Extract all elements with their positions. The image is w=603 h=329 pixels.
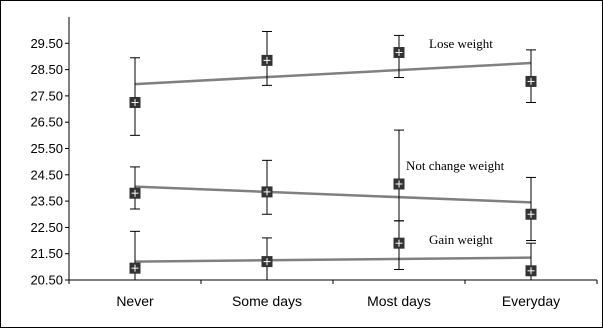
tick-labels: 20.50 21.50 22.50 23.50 24.50 25.50 26.50 27.50… [30, 36, 560, 309]
series-label-not-change-weight: Not change weight [406, 158, 505, 173]
data-point [129, 96, 141, 108]
y-tick-label: 20.50 [30, 273, 63, 288]
data-point [393, 237, 405, 249]
axes [65, 17, 598, 284]
series-label-lose-weight: Lose weight [429, 36, 493, 51]
y-tick-label: 23.50 [30, 194, 63, 209]
y-tick-label: 28.50 [30, 62, 63, 77]
y-tick-label: 29.50 [30, 36, 63, 51]
data-point [261, 256, 273, 268]
x-tick-label: Most days [367, 293, 431, 309]
x-tick-label: Some days [232, 293, 302, 309]
y-tick-label: 25.50 [30, 141, 63, 156]
data-points [129, 47, 537, 277]
x-tick-label: Never [116, 293, 154, 309]
y-tick-label: 26.50 [30, 115, 63, 130]
data-point [261, 54, 273, 66]
series-label-gain-weight: Gain weight [429, 232, 493, 247]
data-point [129, 262, 141, 274]
data-point [525, 75, 537, 87]
data-point [525, 208, 537, 220]
data-point [393, 178, 405, 190]
series-annotations: Lose weight Not change weight Gain weigh… [406, 36, 505, 247]
x-tick-label: Everyday [502, 293, 560, 309]
y-tick-label: 22.50 [30, 220, 63, 235]
error-bar [394, 129, 404, 222]
trend-line [134, 185, 532, 204]
data-point [261, 186, 273, 198]
trend-line [134, 61, 532, 86]
trend-lines [134, 61, 532, 263]
y-tick-label: 24.50 [30, 167, 63, 182]
y-tick-label: 27.50 [30, 88, 63, 103]
y-tick-label: 21.50 [30, 246, 63, 261]
error-bar [130, 57, 140, 136]
data-point [129, 187, 141, 199]
trend-line [134, 256, 532, 263]
data-point [393, 47, 405, 59]
data-point [525, 265, 537, 277]
